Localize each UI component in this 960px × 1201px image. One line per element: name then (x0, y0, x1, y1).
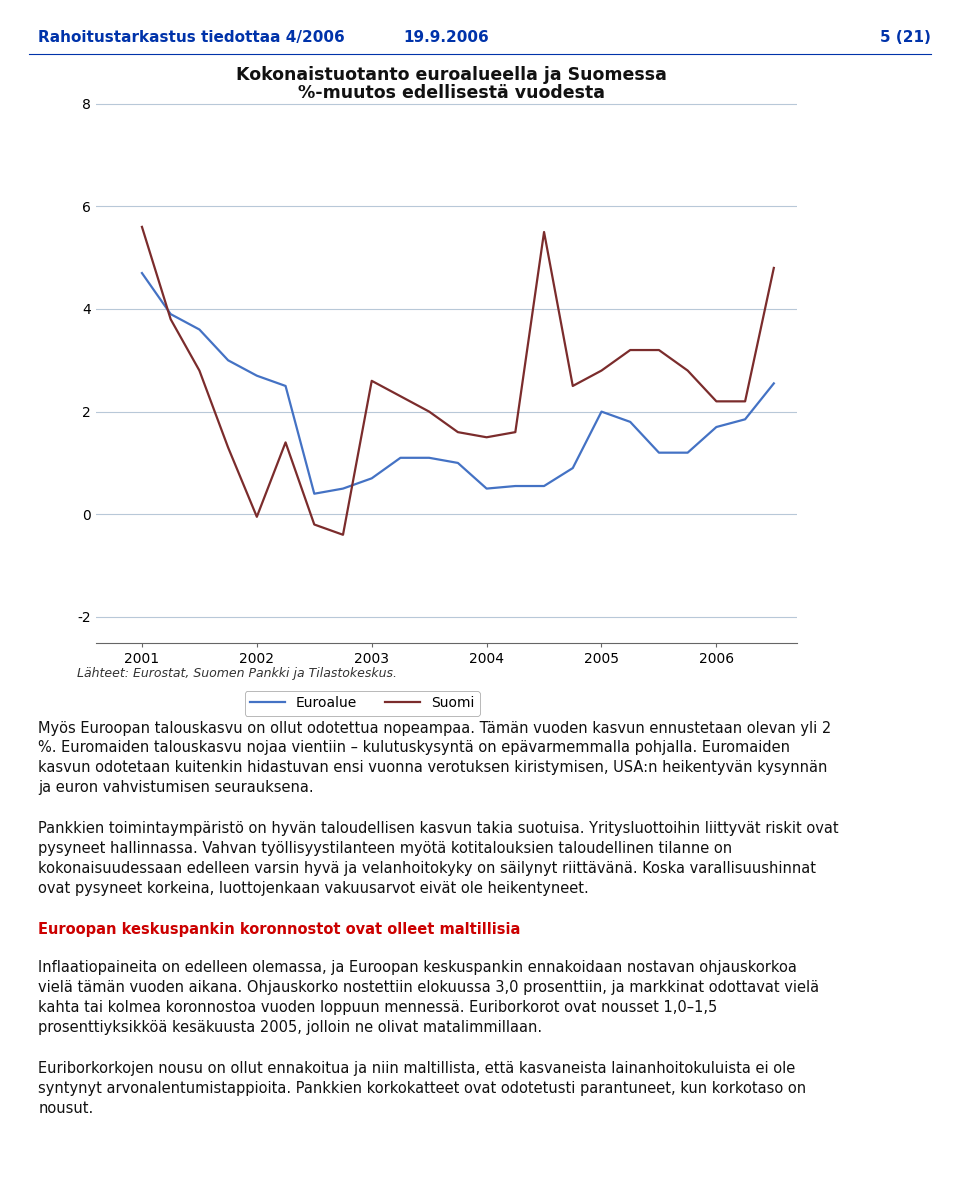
Suomi (768, 261, 780, 275)
Euroalue (395, 450, 406, 465)
Suomi (337, 527, 348, 542)
Suomi (624, 342, 636, 357)
Text: Lähteet: Eurostat, Suomen Pankki ja Tilastokeskus.: Lähteet: Eurostat, Suomen Pankki ja Tila… (77, 667, 396, 680)
Euroalue (252, 369, 263, 383)
Text: Pankkien toimintaympäristö on hyvän taloudellisen kasvun takia suotuisa. Yritysl: Pankkien toimintaympäristö on hyvän talo… (38, 821, 839, 896)
Euroalue (768, 376, 780, 390)
Euroalue (366, 471, 377, 485)
Suomi (194, 364, 205, 378)
Suomi (481, 430, 492, 444)
Suomi (739, 394, 751, 408)
Euroalue (682, 446, 693, 460)
Euroalue (653, 446, 664, 460)
Suomi (510, 425, 521, 440)
Line: Suomi: Suomi (142, 227, 774, 534)
Legend: Euroalue, Suomi: Euroalue, Suomi (245, 691, 480, 716)
Euroalue (596, 405, 608, 419)
Text: %-muutos edellisestä vuodesta: %-muutos edellisestä vuodesta (298, 84, 605, 102)
Suomi (165, 312, 177, 327)
Suomi (596, 364, 608, 378)
Suomi (539, 225, 550, 239)
Euroalue (194, 322, 205, 336)
Line: Euroalue: Euroalue (142, 273, 774, 494)
Text: Inflaatiopaineita on edelleen olemassa, ja Euroopan keskuspankin ennakoidaan nos: Inflaatiopaineita on edelleen olemassa, … (38, 961, 820, 1034)
Euroalue (452, 455, 464, 470)
Euroalue (337, 482, 348, 496)
Suomi (136, 220, 148, 234)
Suomi (279, 435, 291, 449)
Suomi (252, 509, 263, 524)
Suomi (682, 364, 693, 378)
Euroalue (567, 461, 579, 476)
Euroalue (510, 479, 521, 494)
Euroalue (308, 486, 320, 501)
Suomi (567, 378, 579, 393)
Euroalue (739, 412, 751, 426)
Euroalue (279, 378, 291, 393)
Suomi (423, 405, 435, 419)
Text: 19.9.2006: 19.9.2006 (403, 30, 489, 44)
Suomi (710, 394, 722, 408)
Text: Kokonaistuotanto euroalueella ja Suomessa: Kokonaistuotanto euroalueella ja Suomess… (236, 66, 666, 84)
Suomi (395, 389, 406, 404)
Euroalue (136, 265, 148, 280)
Suomi (308, 518, 320, 532)
Euroalue (539, 479, 550, 494)
Euroalue (710, 420, 722, 435)
Text: 5 (21): 5 (21) (880, 30, 931, 44)
Suomi (653, 342, 664, 357)
Euroalue (481, 482, 492, 496)
Euroalue (165, 307, 177, 322)
Text: Euroopan keskuspankin koronnostot ovat olleet maltillisia: Euroopan keskuspankin koronnostot ovat o… (38, 922, 520, 937)
Suomi (452, 425, 464, 440)
Suomi (223, 441, 234, 455)
Euroalue (223, 353, 234, 368)
Euroalue (423, 450, 435, 465)
Text: Euriborkorkojen nousu on ollut ennakoitua ja niin maltillista, että kasvaneista : Euriborkorkojen nousu on ollut ennakoitu… (38, 1062, 806, 1116)
Suomi (366, 374, 377, 388)
Euroalue (624, 414, 636, 429)
Text: Rahoitustarkastus tiedottaa 4/2006: Rahoitustarkastus tiedottaa 4/2006 (38, 30, 346, 44)
Text: Myös Euroopan talouskasvu on ollut odotettua nopeampaa. Tämän vuoden kasvun ennu: Myös Euroopan talouskasvu on ollut odote… (38, 721, 831, 795)
